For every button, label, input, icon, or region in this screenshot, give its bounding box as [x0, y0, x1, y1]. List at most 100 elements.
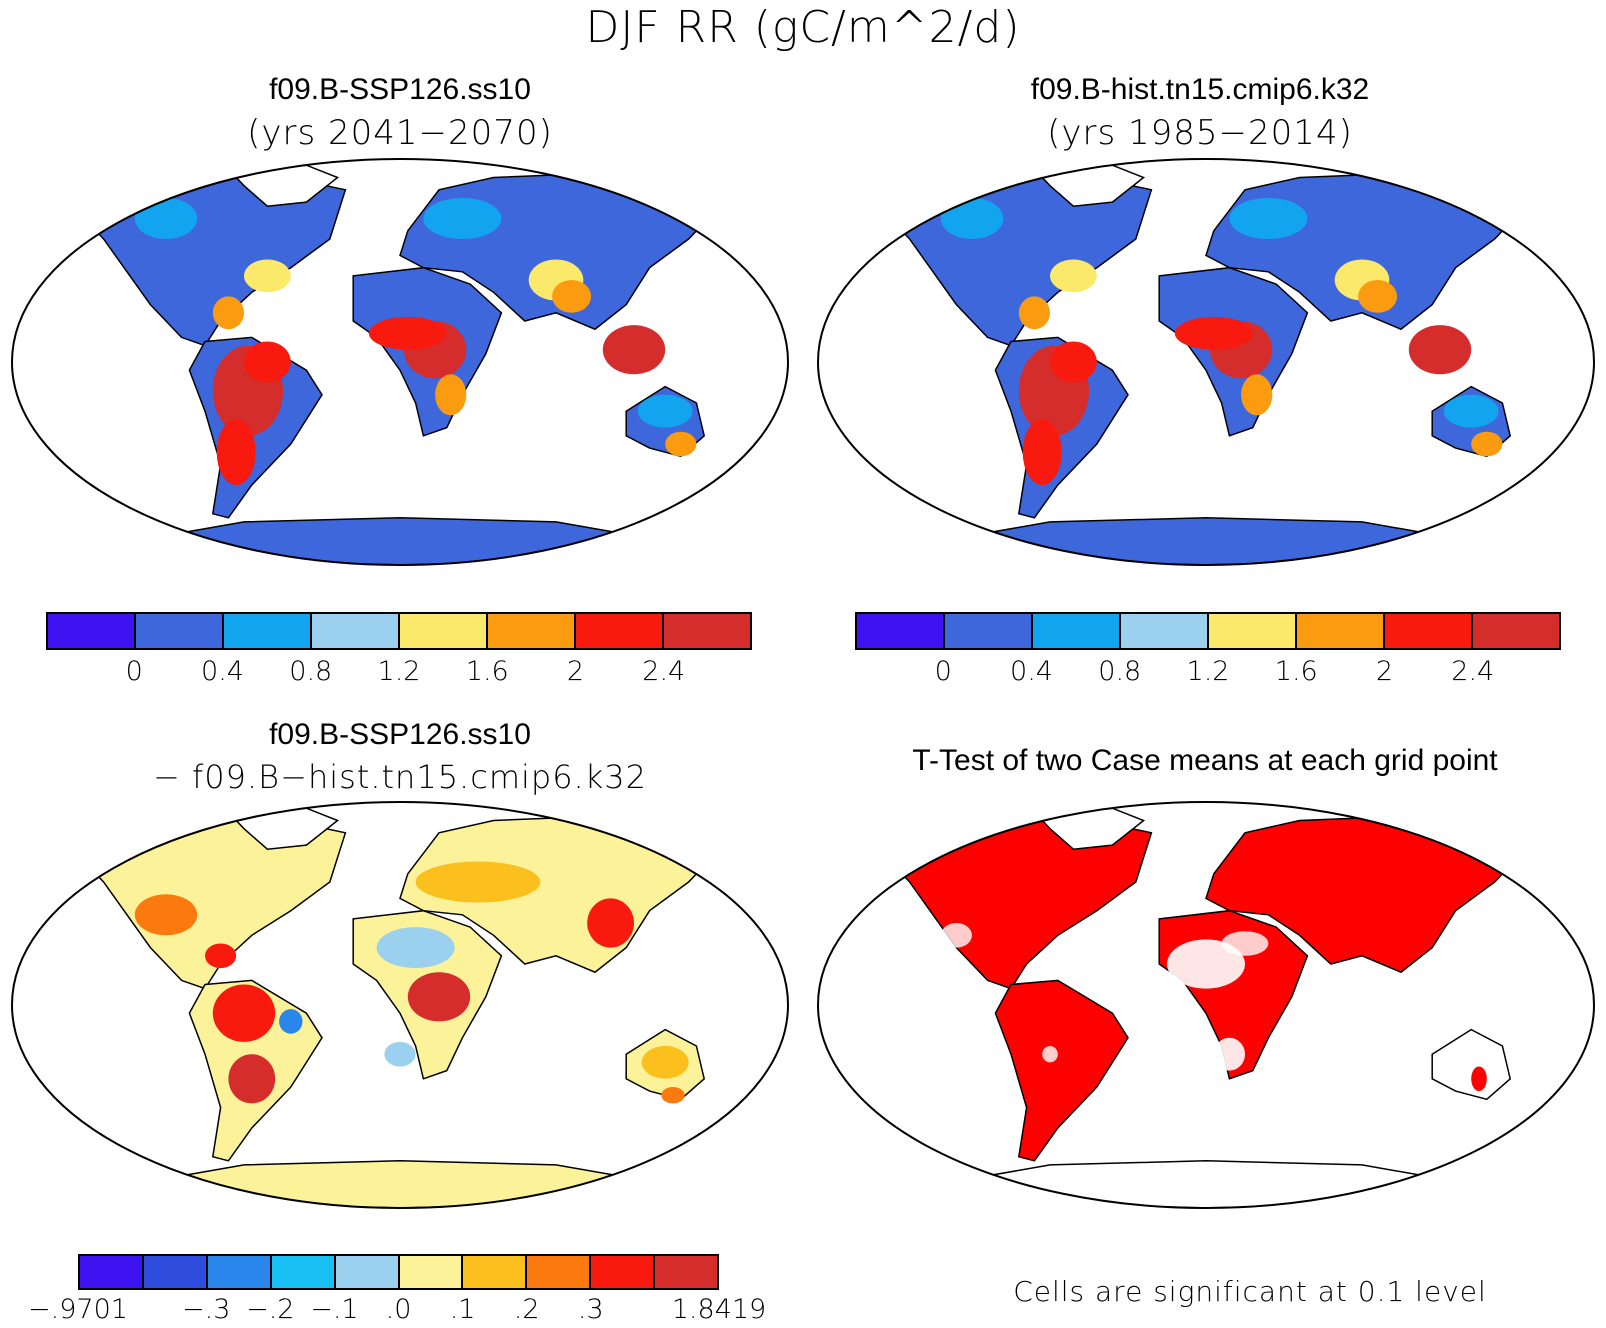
land-antarctica [150, 1160, 650, 1208]
field-patch [368, 316, 447, 350]
colorbar-main-tick-label: 1.6 [1274, 656, 1318, 687]
field-patch [407, 972, 471, 1022]
field-patch [940, 923, 972, 948]
field-patch [1443, 394, 1499, 428]
colorbar-diff-swatch [527, 1256, 592, 1288]
field-patch [244, 341, 291, 383]
colorbar-main-swatch [576, 614, 664, 648]
field-patch [552, 280, 592, 313]
panel-top-left-years: (yrs 2041−2070) [247, 113, 553, 153]
field-patch [641, 1046, 689, 1079]
land-antarctica [956, 1160, 1456, 1208]
colorbar-bottom-left: −.9701 −.3 −.2 −.1 .0 .1 .2 .3 1.8419 [28, 1254, 766, 1325]
field-patch [415, 861, 541, 903]
colorbar-main-tick-label: 0 [125, 656, 143, 687]
map-border [11, 158, 789, 566]
colorbar-top-right: 0 0.4 0.8 1.2 1.6 2 2.4 [855, 612, 1561, 687]
field-patch [602, 325, 666, 375]
field-patch [212, 296, 244, 330]
colorbar-main-tick-label: 2.4 [642, 656, 686, 687]
map-panel-top-right [817, 158, 1595, 566]
field-patch [134, 198, 198, 239]
colorbar-top-left: 0 0.4 0.8 1.2 1.6 2 2.4 [46, 612, 752, 687]
field-patch [1408, 325, 1472, 375]
map-panel-bottom-left [11, 801, 789, 1209]
colorbar-main-tick-label: 2.4 [1451, 656, 1495, 687]
colorbar-main-swatch [1121, 614, 1209, 648]
colorbar-main-swatch [224, 614, 312, 648]
colorbar-main-tick-label: 1.6 [465, 656, 509, 687]
field-patch [216, 419, 256, 486]
field-patch [587, 898, 634, 948]
colorbar-diff-tick-label: −.3 [181, 1294, 231, 1325]
colorbar-diff-tick-label: 1.8419 [671, 1294, 767, 1325]
colorbar-diff-swatch [655, 1256, 718, 1288]
field-patch [1050, 259, 1097, 293]
colorbar-diff-swatch [335, 1256, 400, 1288]
field-patch [212, 984, 276, 1042]
colorbar-diff-tick-label: −.9701 [28, 1294, 128, 1325]
colorbar-main-tick-label: 1.2 [1186, 656, 1230, 687]
colorbar-main-tick-label: 0.8 [1098, 656, 1142, 687]
colorbar-diff-swatch [143, 1256, 208, 1288]
colorbar-main-swatch [1033, 614, 1121, 648]
field-patch [661, 1087, 685, 1104]
land-samerica [994, 979, 1129, 1162]
panel-top-right-case-title: f09.B-hist.tn15.cmip6.k32 [1030, 73, 1370, 106]
field-patch [423, 198, 502, 239]
colorbar-main-swatch [488, 614, 576, 648]
field-patch [435, 374, 467, 416]
colorbar-main-tick-label: 2 [1375, 656, 1394, 687]
significance-footnote: Cells are significant at 0.1 level [1013, 1275, 1487, 1308]
field-patch [384, 1041, 416, 1067]
colorbar-diff-tick-label: −.1 [310, 1294, 359, 1325]
panel-top-right-years: (yrs 1985−2014) [1047, 113, 1353, 153]
field-patch [228, 1054, 276, 1104]
panel-bottom-right-title: T-Test of two Case means at each grid po… [912, 744, 1498, 777]
map-border [817, 801, 1595, 1209]
map-panel-top-left [11, 158, 789, 566]
field-patch [1471, 1066, 1487, 1092]
field-patch [1221, 931, 1269, 956]
land-antarctica [150, 517, 650, 565]
map-panel-bottom-right [817, 801, 1595, 1209]
colorbar-diff-swatch [399, 1256, 464, 1288]
field-patch [1229, 198, 1308, 239]
colorbar-diff-tick-label: .2 [513, 1294, 540, 1325]
field-patch [1022, 419, 1062, 486]
colorbar-main-swatch [1473, 614, 1559, 648]
field-patch [279, 1009, 303, 1034]
colorbar-main-swatch [1209, 614, 1297, 648]
field-patch [665, 431, 697, 457]
colorbar-diff-tick-label: .0 [385, 1294, 412, 1325]
field-patch [134, 894, 198, 936]
colorbar-main-swatch [857, 614, 945, 648]
colorbar-main-swatch [664, 614, 750, 648]
colorbar-diff-swatch [463, 1256, 528, 1288]
land-antarctica [956, 517, 1456, 565]
colorbar-diff-swatch [80, 1256, 144, 1288]
colorbar-main-tick-label: 0 [934, 656, 952, 687]
colorbar-diff-tick-label: −.2 [246, 1294, 295, 1325]
colorbar-main-tick-label: 0.4 [201, 656, 244, 687]
colorbar-diff-swatch [271, 1256, 336, 1288]
colorbar-main-swatch [1297, 614, 1385, 648]
colorbar-main-swatch [1385, 614, 1473, 648]
colorbar-diff-tick-label: .3 [577, 1294, 604, 1325]
colorbar-main-tick-label: 1.2 [377, 656, 421, 687]
main-title: DJF RR (gC/m^2/d) [585, 2, 1021, 53]
field-patch [1358, 280, 1398, 313]
field-patch [1042, 1046, 1058, 1063]
field-patch [1167, 939, 1245, 989]
field-patch [376, 927, 455, 969]
field-patch [1213, 1037, 1245, 1071]
panel-top-left-case-title: f09.B-SSP126.ss10 [269, 73, 531, 106]
colorbar-diff-swatch [591, 1256, 656, 1288]
map-border [817, 158, 1595, 566]
field-patch [244, 259, 291, 293]
colorbar-main-swatch [945, 614, 1033, 648]
colorbar-diff-swatch [207, 1256, 272, 1288]
panel-bottom-left-case-title: f09.B-SSP126.ss10 [269, 718, 531, 751]
colorbar-main-swatch [48, 614, 136, 648]
colorbar-main-swatch [136, 614, 224, 648]
